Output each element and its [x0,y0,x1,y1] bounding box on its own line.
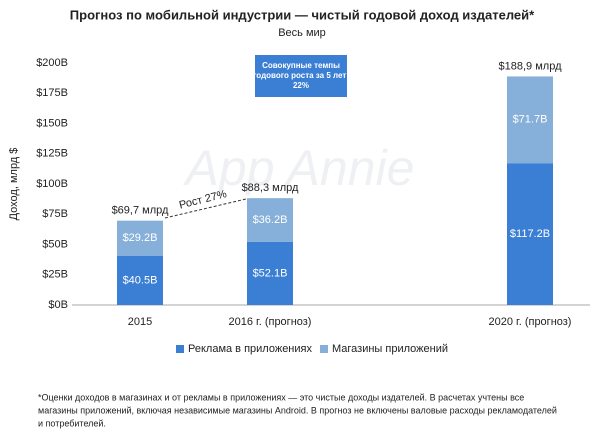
x-tick-label: 2015 [128,316,152,328]
legend-swatch [320,345,328,353]
total-label: $88,3 млрд [242,182,299,194]
chart-title: Прогноз по мобильной индустрии — чистый … [70,7,535,22]
x-tick-label: 2020 г. (прогноз) [489,316,572,328]
y-tick-label: $25B [42,269,68,281]
bar-segment [247,198,293,242]
cagr-note: годового роста за 5 лет: [253,71,349,80]
bar-segment [247,241,293,305]
value-label: $52.1B [253,267,288,279]
legend-label: Реклама в приложениях [188,343,312,355]
legend-label: Магазины приложений [332,343,448,355]
total-label: $69,7 млрд [112,205,169,217]
y-tick-label: $200B [36,57,68,69]
y-tick-label: $0B [48,299,68,311]
bar-segment [507,76,553,164]
footnote: *Оценки доходов в магазинах и от рекламы… [38,392,524,402]
y-tick-label: $125B [36,148,68,160]
value-label: $117.2B [510,228,550,240]
bar-segment [117,255,163,305]
bar-segment [117,220,163,256]
y-tick-label: $150B [36,117,68,129]
footnote: и потребителей. [38,418,106,428]
growth-line [164,198,247,219]
cagr-note: 22% [293,81,309,90]
y-tick-label: $100B [36,178,68,190]
value-label: $29.2B [123,232,158,244]
y-tick-label: $50B [42,238,68,250]
footnote: магазины приложений, включая независимые… [38,405,557,415]
chart-subtitle: Весь мир [278,27,326,39]
total-label: $188,9 млрд [499,60,563,72]
cagr-box [255,55,347,97]
legend-swatch [176,345,184,353]
value-label: $40.5B [123,274,158,286]
x-tick-label: 2016 г. (прогноз) [229,316,312,328]
watermark: App Annie [183,140,415,196]
y-axis-label: Доход, млрд $ [8,148,20,221]
value-label: $36.2B [253,214,288,226]
y-tick-label: $75B [42,208,68,220]
bar-segment [507,163,553,305]
value-label: $71.7B [513,114,548,126]
y-tick-label: $175B [36,87,68,99]
cagr-note: Совокупные темпы [262,61,340,70]
